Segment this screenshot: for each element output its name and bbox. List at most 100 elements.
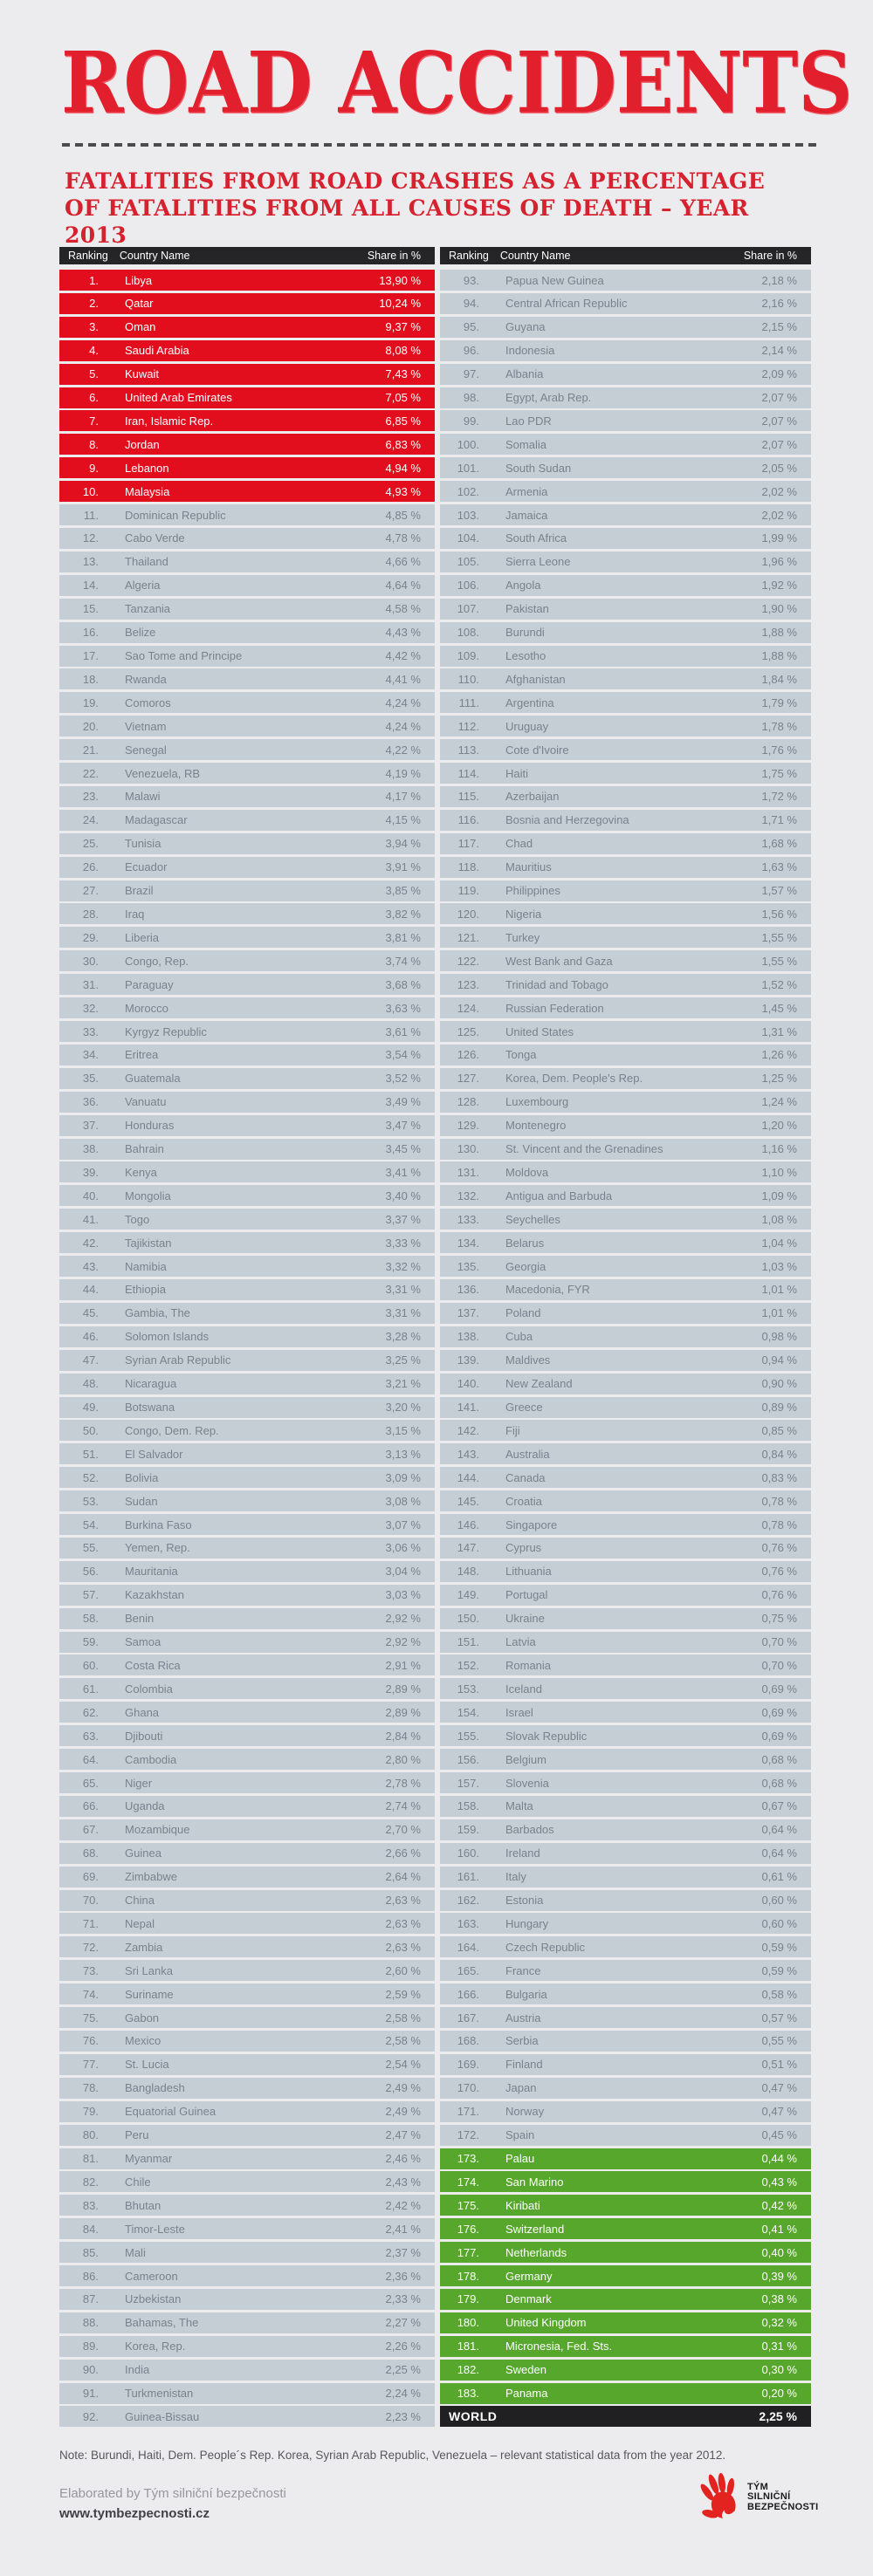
rank-cell: 53.: [82, 1494, 99, 1508]
rank-cell: 168.: [457, 2034, 479, 2048]
country-cell: Norway: [505, 2105, 545, 2119]
handprint-logo-icon: [698, 2469, 744, 2527]
country-cell: El Salvador: [125, 1447, 183, 1461]
share-cell: 0,76 %: [761, 1565, 797, 1579]
rank-cell: 146.: [457, 1518, 479, 1531]
table-row: 81. Myanmar 2,46 %: [59, 2148, 435, 2169]
country-cell: Bahrain: [125, 1142, 164, 1156]
table-row: 111. Argentina 1,79 %: [440, 692, 811, 714]
country-cell: Equatorial Guinea: [125, 2105, 217, 2119]
rank-cell: 122.: [457, 954, 479, 968]
website-link[interactable]: www.tymbezpecnosti.cz: [59, 2506, 210, 2521]
rank-cell: 127.: [457, 1072, 479, 1086]
country-cell: Central African Republic: [505, 297, 628, 311]
rank-cell: 20.: [82, 719, 99, 733]
country-cell: Eritrea: [125, 1048, 159, 1062]
share-cell: 2,89 %: [385, 1682, 421, 1696]
share-cell: 3,03 %: [385, 1588, 421, 1602]
rank-cell: 6.: [89, 391, 99, 405]
table-row: 11. Dominican Republic 4,85 %: [59, 504, 435, 526]
rank-cell: 54.: [82, 1518, 99, 1531]
table-row: 56. Mauritania 3,04 %: [59, 1560, 435, 1582]
share-cell: 1,55 %: [761, 954, 797, 968]
share-cell: 2,63 %: [385, 1940, 421, 1954]
country-cell: Poland: [505, 1306, 541, 1320]
share-cell: 1,08 %: [761, 1212, 797, 1226]
rank-cell: 12.: [82, 531, 99, 545]
country-cell: United States: [505, 1024, 574, 1038]
table-row: 21. Senegal 4,22 %: [59, 739, 435, 761]
share-cell: 1,31 %: [761, 1024, 797, 1038]
share-cell: 1,52 %: [761, 977, 797, 991]
table-row: 52. Bolivia 3,09 %: [59, 1467, 435, 1489]
table-row: 160. Ireland 0,64 %: [440, 1842, 811, 1864]
table-row: 134. Belarus 1,04 %: [440, 1232, 811, 1254]
share-cell: 3,74 %: [385, 954, 421, 968]
share-cell: 2,49 %: [385, 2105, 421, 2119]
share-cell: 6,83 %: [385, 437, 421, 451]
share-cell: 1,96 %: [761, 555, 797, 569]
share-cell: 3,61 %: [385, 1024, 421, 1038]
header-country-name: Country Name: [119, 250, 190, 262]
share-cell: 3,31 %: [385, 1306, 421, 1320]
rank-cell: 165.: [457, 1963, 479, 1977]
table-row: 68. Guinea 2,66 %: [59, 1842, 435, 1864]
share-cell: 2,46 %: [385, 2152, 421, 2165]
table-row: 95. Guyana 2,15 %: [440, 316, 811, 338]
country-cell: Malta: [505, 1799, 533, 1813]
table-row: 175. Kiribati 0,42 %: [440, 2195, 811, 2216]
share-cell: 3,37 %: [385, 1212, 421, 1226]
country-cell: Guyana: [505, 320, 546, 334]
dashed-divider: [62, 143, 821, 147]
share-cell: 0,42 %: [761, 2198, 797, 2212]
rank-cell: 22.: [82, 766, 99, 780]
country-cell: Hungary: [505, 1916, 549, 1930]
rank-cell: 151.: [457, 1635, 479, 1649]
rank-cell: 134.: [457, 1236, 479, 1250]
share-cell: 0,40 %: [761, 2245, 797, 2259]
share-cell: 1,75 %: [761, 766, 797, 780]
table-row: 48. Nicaragua 3,21 %: [59, 1373, 435, 1394]
table-row: 122. West Bank and Gaza 1,55 %: [440, 950, 811, 972]
share-cell: 4,93 %: [385, 484, 421, 498]
table-row: 37. Honduras 3,47 %: [59, 1114, 435, 1136]
country-cell: Austria: [505, 2011, 541, 2024]
table-row: 46. Solomon Islands 3,28 %: [59, 1326, 435, 1347]
table-row: 41. Togo 3,37 %: [59, 1209, 435, 1230]
share-cell: 0,78 %: [761, 1518, 797, 1531]
table-row: 96. Indonesia 2,14 %: [440, 339, 811, 361]
table-row: 34. Eritrea 3,54 %: [59, 1044, 435, 1065]
table-row: 53. Sudan 3,08 %: [59, 1490, 435, 1512]
share-cell: 3,40 %: [385, 1189, 421, 1202]
country-cell: Pakistan: [505, 602, 549, 616]
rank-cell: 34.: [82, 1048, 99, 1062]
table-row: 75. Gabon 2,58 %: [59, 2007, 435, 2029]
rank-cell: 109.: [457, 649, 479, 662]
share-cell: 2,41 %: [385, 2222, 421, 2236]
country-cell: Qatar: [125, 297, 154, 311]
rank-cell: 145.: [457, 1494, 479, 1508]
rank-cell: 11.: [83, 508, 99, 522]
table-row: 180. United Kingdom 0,32 %: [440, 2312, 811, 2333]
table-row: 113. Cote d'Ivoire 1,76 %: [440, 739, 811, 761]
country-cell: Albania: [505, 367, 544, 381]
share-cell: 0,75 %: [761, 1612, 797, 1626]
rank-cell: 71.: [82, 1916, 99, 1930]
rank-cell: 2.: [89, 297, 99, 311]
share-cell: 2,58 %: [385, 2034, 421, 2048]
rank-cell: 125.: [457, 1024, 479, 1038]
share-cell: 3,13 %: [385, 1447, 421, 1461]
share-cell: 1,99 %: [761, 531, 797, 545]
share-cell: 10,24 %: [379, 297, 421, 311]
table-row: 73. Sri Lanka 2,60 %: [59, 1960, 435, 1982]
country-cell: Iraq: [125, 907, 145, 921]
country-cell: Comoros: [125, 695, 171, 709]
table-row: 29. Liberia 3,81 %: [59, 927, 435, 949]
rank-cell: 162.: [457, 1894, 479, 1908]
rank-cell: 108.: [457, 626, 479, 640]
logo-text: TÝM SILNIČNÍ BEZPEČNOSTI: [747, 2482, 819, 2513]
country-cell: Iceland: [505, 1682, 542, 1696]
share-cell: 1,45 %: [761, 1001, 797, 1015]
country-cell: Indonesia: [505, 344, 555, 358]
country-cell: Timor-Leste: [125, 2222, 185, 2236]
